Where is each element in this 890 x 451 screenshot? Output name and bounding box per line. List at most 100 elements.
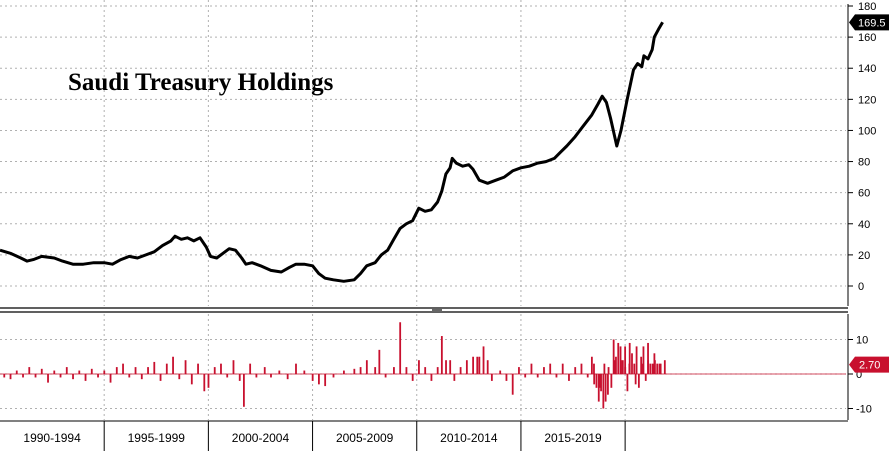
change-bar-94 [593, 363, 595, 374]
change-bar-47 [303, 370, 306, 374]
change-bar-58 [384, 374, 387, 378]
x-period-label-0: 1990-1994 [23, 431, 81, 445]
change-bar-66 [436, 367, 439, 374]
change-bar-108 [590, 356, 593, 374]
change-bar-36 [226, 374, 229, 378]
change-bar-24 [153, 361, 156, 374]
chart-title: Saudi Treasury Holdings [68, 69, 334, 96]
change-bar-89 [561, 363, 564, 374]
holdings-line [0, 21, 664, 283]
top-y-tick-label-80: 80 [858, 157, 870, 169]
change-bar-132 [647, 342, 649, 374]
change-bar-110 [595, 374, 598, 388]
change-bar-61 [405, 367, 408, 374]
change-bar-8 [53, 370, 56, 374]
change-bar-31 [197, 363, 199, 374]
change-bar-124 [628, 342, 631, 374]
change-bar-6 [40, 368, 43, 374]
change-bar-136 [656, 363, 659, 374]
change-bar-37 [232, 360, 235, 374]
change-bar-67 [440, 336, 443, 374]
change-bar-4 [28, 367, 31, 374]
change-bar-10 [65, 367, 68, 374]
change-bar-102 [634, 374, 637, 385]
bottom-y-axis: -10 0 10 [847, 314, 872, 420]
top-y-tick-label-40: 40 [858, 219, 870, 231]
change-bar-54 [359, 367, 362, 374]
change-bar-82 [518, 367, 520, 374]
change-bar-86 [543, 367, 545, 374]
change-bar-50 [324, 374, 327, 387]
change-bar-134 [651, 363, 654, 374]
change-bar-98 [613, 360, 616, 374]
top-y-tick-label-180: 180 [858, 1, 876, 13]
panel-divider [0, 307, 848, 313]
change-bar-16 [103, 370, 106, 374]
x-period-label-2: 2000-2004 [232, 431, 290, 445]
top-y-tick-label-20: 20 [858, 250, 870, 262]
change-bar-52 [343, 370, 345, 374]
change-bar-68 [445, 360, 447, 374]
change-bar-56 [374, 367, 377, 374]
top-y-tick-label-120: 120 [858, 94, 876, 106]
change-bar-17 [109, 374, 112, 383]
line-layer [0, 21, 664, 283]
change-bar-74 [476, 356, 479, 374]
divider-handle[interactable] [432, 309, 442, 312]
change-bar-121 [621, 360, 624, 374]
change-bar-114 [604, 374, 607, 402]
change-bar-70 [453, 374, 456, 381]
change-bar-32 [203, 374, 206, 392]
change-bar-113 [602, 374, 605, 409]
change-bar-5 [34, 374, 37, 378]
change-bar-55 [365, 360, 368, 374]
change-bar-77 [486, 360, 489, 374]
top-y-tick-label-60: 60 [858, 188, 870, 200]
change-bar-88 [555, 374, 558, 378]
last-value-label-bottom: 2.70 [859, 360, 880, 372]
top-y-tick-label-0: 0 [858, 281, 864, 293]
change-bar-38 [238, 374, 241, 381]
change-bar-39 [242, 374, 245, 407]
change-bar-87 [549, 363, 552, 374]
change-bar-133 [649, 363, 652, 374]
change-bar-41 [255, 374, 258, 378]
change-bar-19 [122, 363, 124, 374]
x-axis: 1990-1994 1995-1999 2000-2004 2005-2009 2010… [0, 420, 848, 451]
bottom-y-tick-label-0: 0 [856, 369, 862, 381]
change-bar-27 [172, 356, 174, 374]
change-bar-44 [278, 370, 281, 374]
change-bar-120 [619, 346, 622, 374]
change-bar-97 [607, 367, 610, 374]
change-bar-123 [626, 374, 629, 392]
change-bar-122 [624, 346, 627, 374]
change-bar-85 [536, 374, 539, 378]
x-period-label-1: 1995-1999 [128, 431, 186, 445]
change-bar-14 [90, 368, 93, 374]
x-period-label-5: 2015-2019 [544, 431, 602, 445]
change-bar-60 [399, 322, 402, 374]
change-bar-93 [586, 374, 589, 378]
change-bar-30 [190, 374, 193, 385]
change-bar-33 [207, 374, 210, 388]
change-bar-109 [593, 374, 596, 385]
change-bar-35 [220, 363, 222, 374]
change-bar-79 [499, 370, 502, 374]
change-bar-26 [165, 363, 168, 374]
change-bar-78 [490, 374, 493, 381]
change-bar-129 [640, 356, 643, 374]
change-bar-9 [59, 374, 62, 378]
change-bar-69 [449, 360, 452, 374]
change-bar-75 [478, 356, 481, 374]
change-bar-51 [332, 374, 335, 378]
change-bar-11 [72, 374, 74, 380]
top-y-tick-label-100: 100 [858, 125, 876, 137]
last-value-badge-bottom [849, 356, 889, 373]
change-bar-72 [465, 360, 468, 374]
change-bar-23 [147, 367, 149, 374]
change-bar-15 [97, 374, 99, 378]
change-bar-84 [530, 363, 533, 374]
change-bar-21 [134, 367, 137, 374]
last-value-label-top: 169.5 [858, 17, 886, 29]
